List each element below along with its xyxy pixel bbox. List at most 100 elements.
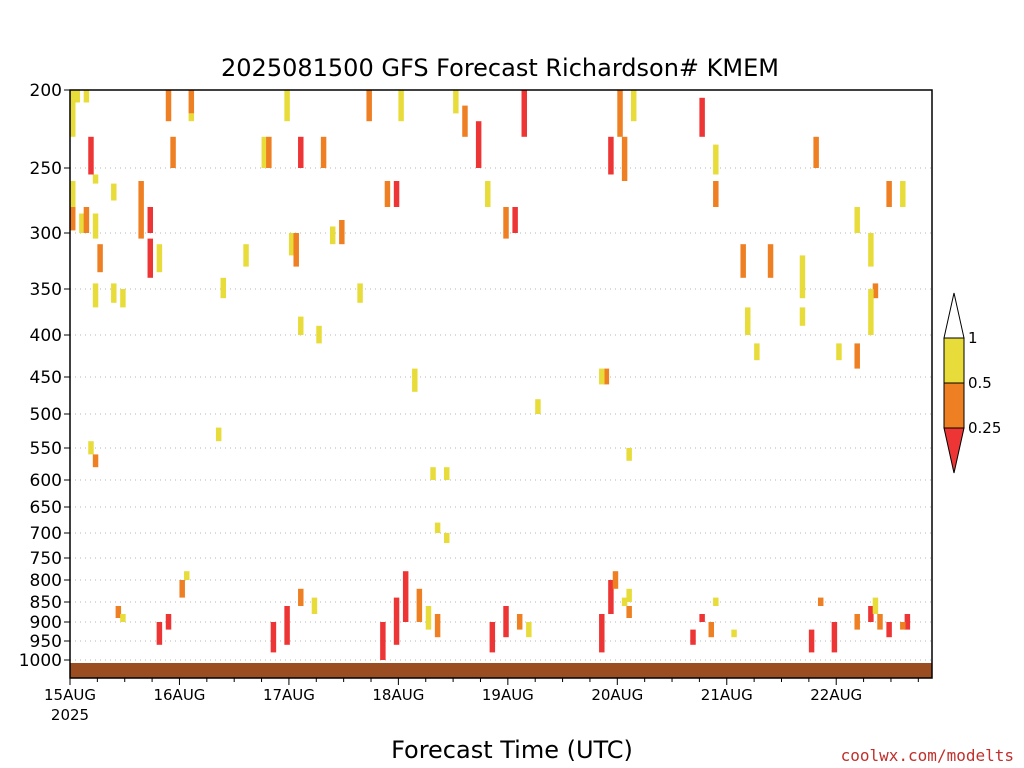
data-cell: [434, 614, 441, 638]
ground-band: [70, 663, 932, 678]
data-cell: [713, 144, 719, 175]
data-cell: [147, 207, 154, 233]
data-cell: [398, 90, 404, 122]
data-cell: [266, 136, 272, 168]
data-cell: [731, 629, 737, 638]
data-cell: [165, 614, 172, 630]
data-cell: [831, 622, 838, 653]
data-cell: [767, 244, 774, 278]
y-axis: 200 250 300 350 400 450 500 550 600 650 700 7508008…: [19, 81, 70, 671]
data-cell: [626, 448, 632, 461]
legend-swatch-yellow: [943, 337, 965, 384]
data-cell: [366, 90, 372, 122]
data-cell: [111, 283, 117, 303]
data-cell: [799, 307, 806, 326]
legend-bottom-arrow: [943, 427, 965, 474]
data-cell: [70, 90, 76, 137]
legend-label: 1: [968, 329, 978, 347]
data-cell: [453, 90, 459, 114]
data-cell: [745, 307, 751, 335]
data-cell: [886, 622, 892, 638]
grid-lines: [70, 167, 932, 661]
data-cell: [813, 136, 819, 168]
data-cell: [92, 454, 99, 468]
x-tick-label: 18AUG: [372, 686, 424, 704]
x-tick-label: 19AUG: [482, 686, 534, 704]
y-tick-label: 1000: [19, 651, 62, 671]
data-cell: [92, 174, 99, 184]
data-cell: [179, 580, 185, 598]
data-cell: [740, 244, 746, 278]
data-cell: [526, 622, 532, 638]
data-cell: [713, 181, 719, 207]
data-cell: [298, 136, 304, 168]
x-tick-label: 16AUG: [153, 686, 205, 704]
data-cell: [462, 105, 468, 137]
data-cell: [868, 289, 874, 335]
y-tick-label: 700: [30, 524, 62, 544]
data-cell: [754, 343, 760, 361]
data-cell: [70, 181, 76, 214]
data-cell: [120, 614, 126, 622]
data-cell: [412, 368, 418, 392]
y-tick-label: 350: [30, 280, 62, 300]
data-cell: [70, 207, 76, 231]
data-cell: [384, 181, 391, 207]
y-tick-label: 550: [30, 439, 62, 459]
data-cell: [147, 238, 154, 278]
data-cell: [877, 614, 883, 630]
data-cell: [88, 136, 94, 175]
data-cell: [503, 207, 509, 239]
x-tick-label: 20AUG: [591, 686, 643, 704]
data-cell: [120, 289, 126, 308]
data-cell: [512, 207, 518, 233]
data-cell: [713, 597, 719, 606]
data-cell: [836, 343, 842, 361]
data-cell: [329, 226, 336, 245]
data-cell: [115, 606, 122, 618]
data-cell: [886, 181, 892, 207]
y-tick-label: 800: [30, 571, 62, 591]
legend-label: 0.25: [968, 419, 1001, 437]
data-cell: [521, 90, 527, 137]
data-cell: [868, 233, 874, 267]
data-cell: [298, 316, 304, 335]
data-cell: [854, 207, 860, 233]
data-cell: [380, 622, 386, 660]
data-cell: [868, 606, 874, 622]
data-cell: [261, 136, 268, 168]
data-cell: [92, 213, 99, 239]
data-cell: [617, 90, 623, 137]
y-tick-label: 900: [30, 613, 62, 633]
data-cell: [97, 244, 103, 273]
y-tick-label: 600: [30, 471, 62, 491]
chart-title: 2025081500 GFS Forecast Richardson# KMEM: [221, 54, 779, 82]
data-cell: [111, 183, 117, 201]
data-cell: [83, 90, 90, 103]
data-cell: [83, 207, 90, 233]
data-cell: [443, 533, 450, 543]
data-cell: [608, 580, 614, 614]
data-cell: [900, 181, 906, 207]
data-cell: [156, 622, 163, 645]
data-cell: [170, 136, 176, 168]
data-cell: [608, 136, 614, 175]
data-cell: [402, 571, 409, 622]
x-tick-label: 21AUG: [701, 686, 753, 704]
y-tick-label: 250: [30, 159, 62, 179]
data-cell: [215, 427, 222, 442]
data-cell: [293, 233, 299, 267]
y-tick-label: 300: [30, 224, 62, 244]
data-cell: [817, 597, 824, 606]
y-tick-label: 850: [30, 593, 62, 613]
data-cell: [516, 614, 523, 630]
data-cell: [854, 614, 860, 630]
data-cell: [621, 597, 628, 606]
data-cell: [188, 90, 195, 114]
data-cell: [434, 522, 441, 533]
x-tick-label: 22AUG: [810, 686, 862, 704]
x-tick-sublabel: 2025: [51, 706, 89, 724]
data-cell: [393, 181, 400, 207]
data-cell: [165, 90, 172, 122]
